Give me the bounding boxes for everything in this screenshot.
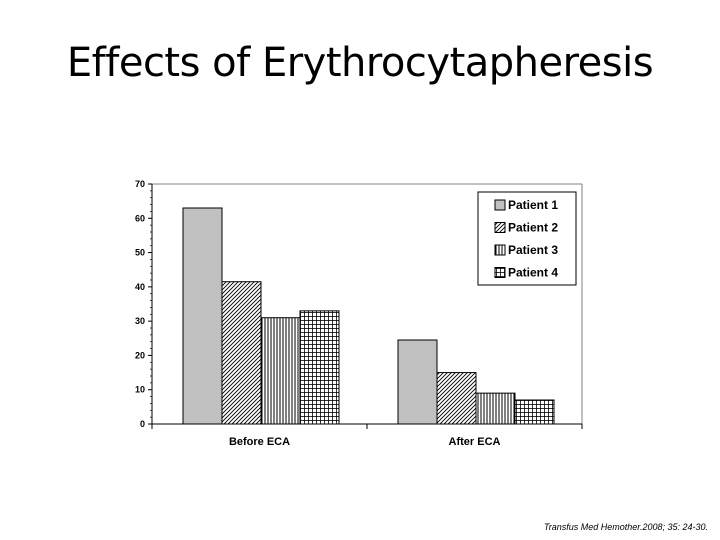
y-tick-label: 50 xyxy=(135,248,145,258)
legend-swatch xyxy=(494,267,506,278)
legend-label: Patient 1 xyxy=(508,198,558,212)
bar-patient-3-before-eca xyxy=(260,317,301,425)
x-category-label: Before ECA xyxy=(229,436,290,448)
bar-patient-4-before-eca xyxy=(299,310,340,425)
slide-title: Effects of Erythrocytapheresis xyxy=(66,40,654,86)
x-axis: Before ECA After ECA xyxy=(151,423,583,448)
legend-swatch xyxy=(494,199,506,211)
bar-patient-2-before-eca xyxy=(221,281,262,425)
y-tick-label: 40 xyxy=(135,282,145,292)
legend-swatch xyxy=(494,244,506,256)
bar-patient-4-after-eca xyxy=(514,399,555,425)
y-tick-label: 0 xyxy=(140,419,145,429)
bar-patient-1-after-eca xyxy=(397,339,438,425)
legend-label: Patient 4 xyxy=(508,266,558,280)
plot-frame xyxy=(152,183,583,424)
y-tick-label: 30 xyxy=(135,316,145,326)
bar-patient-3-after-eca xyxy=(475,392,516,425)
legend-label: Patient 2 xyxy=(508,221,558,235)
legend-swatch xyxy=(494,222,506,233)
x-category-label: After ECA xyxy=(449,436,501,448)
legend-label: Patient 3 xyxy=(508,243,558,257)
y-tick-label: 10 xyxy=(135,385,145,395)
y-tick-label: 70 xyxy=(135,179,145,189)
citation: Transfus Med Hemother.2008; 35: 24-30. xyxy=(543,522,708,532)
bar-patient-1-before-eca xyxy=(182,207,223,425)
legend-box xyxy=(477,191,577,286)
bars xyxy=(182,207,555,425)
y-tick-label: 20 xyxy=(135,350,145,360)
y-axis: 0 10 20 30 40 50 60 70 xyxy=(135,179,153,429)
bar-patient-2-after-eca xyxy=(436,372,477,425)
y-tick-label: 60 xyxy=(135,213,145,223)
legend: Patient 1 Patient 2 Patient 3 Patient 4 xyxy=(477,191,577,286)
